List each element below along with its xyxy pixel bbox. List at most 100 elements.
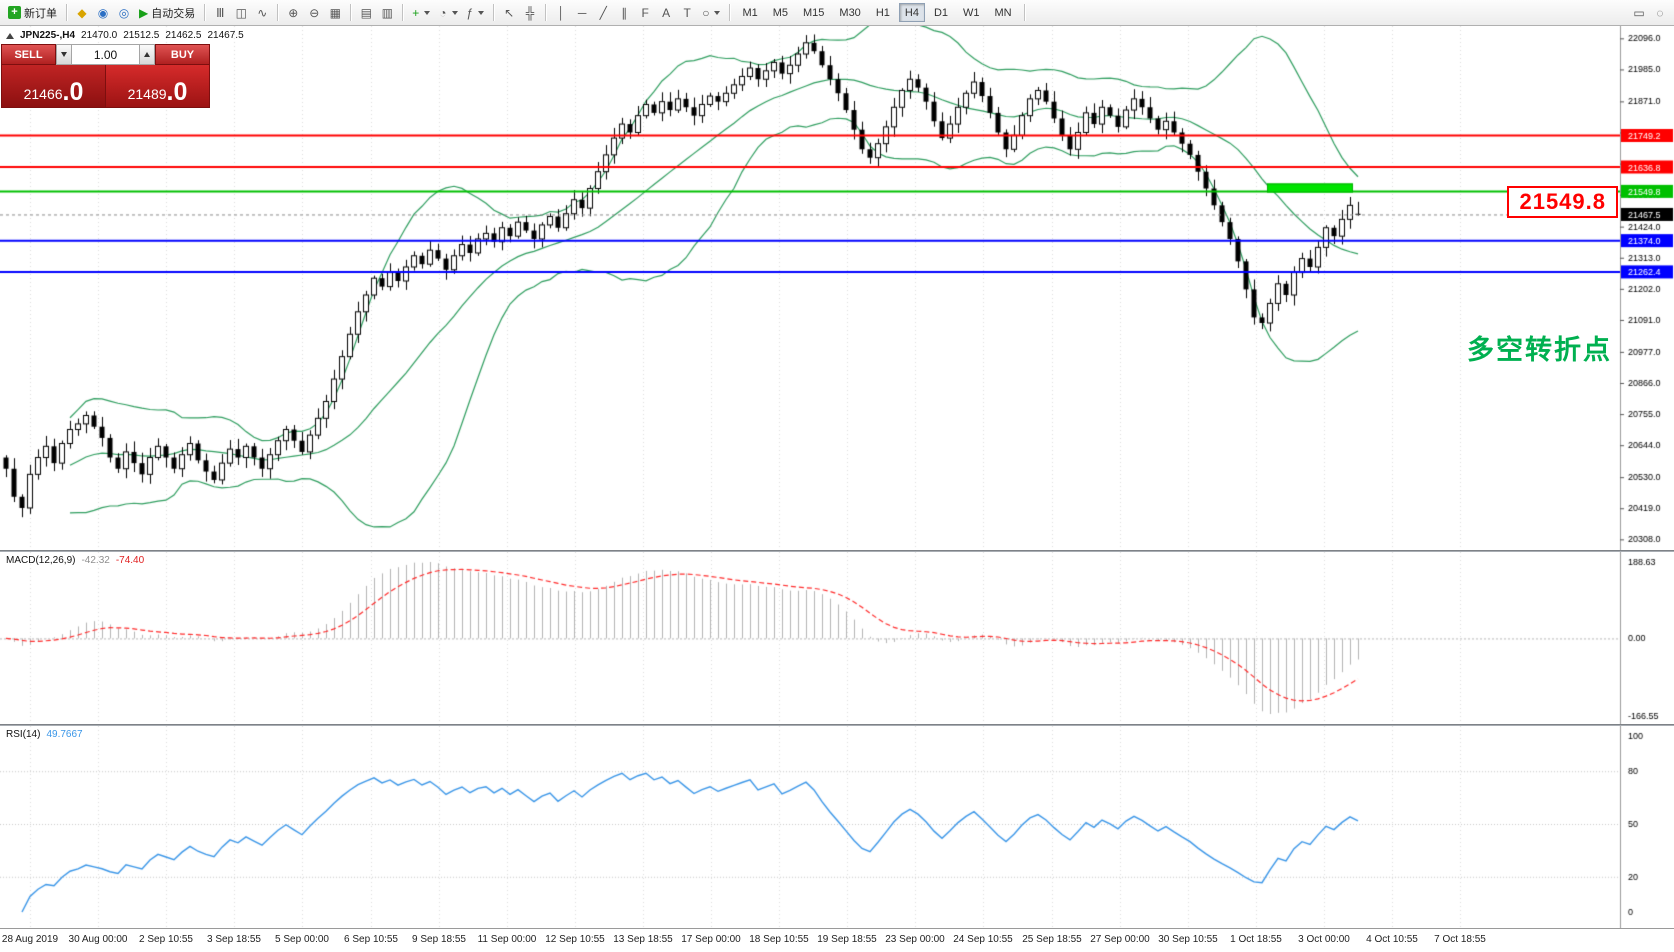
time-label: 24 Sep 10:55 (953, 934, 1013, 945)
chart-list-icon: ▭ (1633, 5, 1645, 20)
sell-button[interactable]: SELL (1, 44, 56, 65)
bar-chart-button[interactable]: Ⅲ (210, 3, 230, 23)
shapes-tool-dropdown-icon[interactable] (714, 10, 721, 15)
time-label: 18 Sep 10:55 (749, 934, 809, 945)
add-indicator-button[interactable]: + (408, 3, 434, 23)
grid-icon: ▦ (329, 5, 341, 20)
chart-list-button[interactable]: ▭ (1629, 3, 1649, 23)
navigator-button[interactable]: ◎ (114, 3, 134, 23)
tile-windows-icon: ▤ (360, 5, 372, 20)
timeframe-m30[interactable]: M30 (833, 3, 866, 22)
vertical-line-tool-button[interactable]: │ (551, 3, 571, 23)
channel-tool-icon: ∥ (621, 5, 628, 20)
macd-label: MACD(12,26,9) -42.32 -74.40 (6, 555, 144, 566)
zoom-in-button[interactable]: ⊕ (283, 3, 303, 23)
volume-increase-button[interactable] (139, 44, 155, 65)
add-indicator-dropdown-icon[interactable] (424, 10, 431, 15)
template-selector-button[interactable]: ƒ (463, 3, 489, 23)
one-click-panel-toggle-icon[interactable] (6, 32, 14, 39)
ohlc-open: 21470.0 (81, 30, 118, 41)
line-chart-button[interactable]: ∿ (252, 3, 272, 23)
period-selector-dropdown-icon[interactable] (451, 10, 458, 15)
chart-type-group: Ⅲ ◫ ∿ (210, 3, 272, 23)
sell-price-frac: .0 (62, 77, 84, 106)
order-group: + 新订单 (4, 3, 61, 23)
new-order-icon: + (8, 6, 21, 19)
macd-name: MACD(12,26,9) (6, 555, 76, 566)
time-label: 13 Sep 18:55 (613, 934, 673, 945)
macd-main-value: -42.32 (81, 555, 110, 566)
timeframe-h4[interactable]: H4 (898, 3, 925, 22)
template-selector-icon: ƒ (466, 5, 474, 20)
toolbar-separator (402, 4, 404, 21)
toolbar-separator (66, 4, 67, 21)
template-selector-dropdown-icon[interactable] (478, 10, 485, 15)
period-selector-button[interactable]: ◔ (435, 3, 461, 23)
candlestick-chart-button[interactable]: ◫ (231, 3, 251, 23)
fibonacci-tool-button[interactable]: F (635, 3, 655, 23)
timeframe-h1[interactable]: H1 (870, 3, 896, 22)
volume-input[interactable] (72, 44, 139, 65)
new-order-button[interactable]: + 新订单 (4, 3, 61, 23)
sell-price-button[interactable]: 21466 .0 (1, 65, 105, 108)
time-label: 19 Sep 18:55 (817, 934, 877, 945)
buy-button[interactable]: BUY (155, 44, 210, 65)
cursor-group: ↖ ╬ (499, 3, 540, 23)
time-label: 6 Sep 10:55 (344, 934, 398, 945)
text-tool-button[interactable]: A (656, 3, 676, 23)
vertical-line-tool-icon: │ (557, 5, 565, 20)
chart-annotation-text[interactable]: 多空转折点 (1467, 335, 1612, 366)
toolbar-separator (350, 4, 352, 21)
data-window-icon: ◉ (97, 5, 109, 20)
horizontal-line-tool-button[interactable]: ─ (572, 3, 592, 23)
time-label: 3 Sep 18:55 (207, 934, 261, 945)
panel-splitter[interactable] (0, 724, 1674, 726)
cursor-tool-button[interactable]: ↖ (499, 3, 519, 23)
time-label: 1 Oct 18:55 (1230, 934, 1282, 945)
label-tool-button[interactable]: T (677, 3, 697, 23)
rsi-panel: RSI(14) 49.7667 (0, 726, 1674, 928)
auto-trading-button[interactable]: ▶ 自动交易 (135, 3, 199, 23)
trendline-tool-button[interactable]: ╱ (593, 3, 613, 23)
search-button[interactable]: ◌ (1650, 3, 1670, 23)
main-chart-canvas[interactable] (0, 26, 1674, 550)
timeframe-d1[interactable]: D1 (928, 3, 954, 22)
decrease-icon (61, 52, 67, 57)
channel-tool-button[interactable]: ∥ (614, 3, 634, 23)
data-window-button[interactable]: ◉ (93, 3, 113, 23)
market-watch-button[interactable]: ◆ (72, 3, 92, 23)
tile-windows-button[interactable]: ▤ (356, 3, 376, 23)
shapes-tool-button[interactable]: ○ (698, 3, 724, 23)
timeframe-m15[interactable]: M15 (797, 3, 830, 22)
timeframe-m5[interactable]: M5 (767, 3, 794, 22)
cascade-windows-button[interactable]: ▥ (377, 3, 397, 23)
zoom-group: ⊕ ⊖ ▦ (283, 3, 345, 23)
grid-button[interactable]: ▦ (325, 3, 345, 23)
macd-canvas[interactable] (0, 552, 1674, 724)
panel-splitter[interactable] (0, 550, 1674, 552)
auto-trading-icon: ▶ (139, 5, 149, 20)
zoom-out-button[interactable]: ⊖ (304, 3, 324, 23)
timeframe-m1[interactable]: M1 (736, 3, 763, 22)
crosshair-tool-button[interactable]: ╬ (520, 3, 540, 23)
fibonacci-tool-icon: F (641, 5, 649, 20)
trendline-tool-icon: ╱ (599, 5, 607, 20)
right-group: ▭ ◌ (1629, 3, 1670, 23)
time-axis[interactable]: 28 Aug 2019 30 Aug 00:00 2 Sep 10:55 3 Sep … (0, 928, 1674, 952)
time-label: 7 Oct 18:55 (1434, 934, 1486, 945)
ohlc-high: 21512.5 (123, 30, 160, 41)
timeframe-w1[interactable]: W1 (957, 3, 986, 22)
buy-price-button[interactable]: 21489 .0 (105, 65, 210, 108)
sell-price-main: 21466 (23, 85, 63, 102)
timeframe-mn[interactable]: MN (989, 3, 1018, 22)
time-label: 9 Sep 18:55 (412, 934, 466, 945)
price-callout-label[interactable]: 21549.8 (1507, 186, 1618, 218)
volume-decrease-button[interactable] (56, 44, 72, 65)
toolbar-separator (277, 4, 279, 21)
buy-price-frac: .0 (166, 77, 188, 106)
shapes-tool-icon: ○ (702, 5, 710, 20)
auto-trading-label: 自动交易 (151, 7, 196, 20)
toolbar: + 新订单 ◆ ◉ ◎ ▶ 自动交易 Ⅲ ◫ ∿ ⊕ ⊖ ▦ ▤ ▥ + ◔ ƒ ↖ ╬ │ ─ ╱ ∥ F A T ○ M1 M5 M15… (0, 0, 1674, 26)
rsi-canvas[interactable] (0, 726, 1674, 928)
